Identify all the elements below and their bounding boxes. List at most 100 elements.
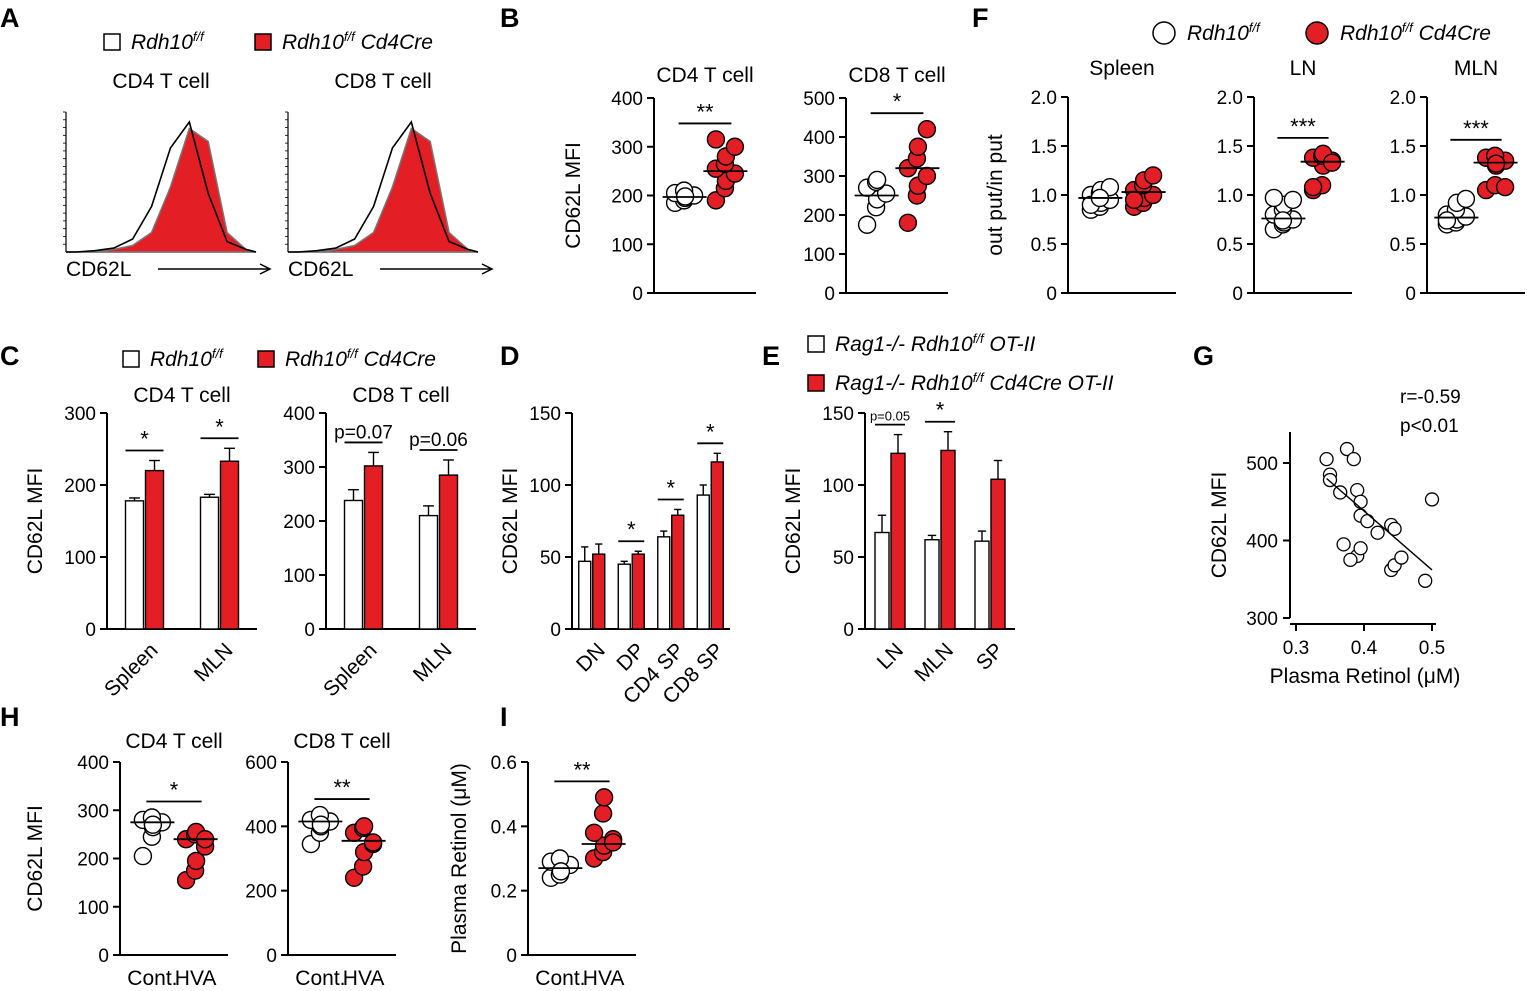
panel-b-cd4-sig-label: ** — [696, 99, 714, 124]
panel-c-cd8-sig-label: p=0.06 — [409, 430, 468, 451]
panel-f-ln-title: LN — [1290, 57, 1317, 80]
panel-b-cd4-y-tick-label: 0 — [632, 284, 643, 305]
panel-h-cd8-y-tick-label: 0 — [266, 946, 277, 967]
legend-a-wt-label-part: f/f — [193, 29, 205, 44]
panel-c-cd8-bar — [418, 514, 439, 630]
legend-f-ko-label-part: Cd4Cre — [1413, 22, 1491, 45]
panel-h-cd4-y-tick-label: 300 — [77, 801, 109, 822]
panel-d-bar — [671, 514, 685, 630]
panel-c-cd4-x-tick-label: MLN — [190, 639, 238, 687]
panel-g-fit-line — [1326, 477, 1433, 571]
legend-f-wt-swatch — [1152, 21, 1176, 45]
panel-h-cd8-sig-label: ** — [333, 775, 351, 800]
panel-h-cd4-y-tick-label: 200 — [77, 850, 109, 871]
panel-i-x-tick-label: Cont. — [535, 967, 585, 990]
panel-h-cd8-y-tick-label: 200 — [245, 882, 277, 903]
panel-e-bar — [874, 531, 890, 630]
panel-label-I: I — [500, 702, 508, 732]
panel-e-sig-label: p=0.05 — [870, 409, 910, 424]
panel-a-cd8-series-wt — [288, 120, 479, 253]
panel-c-cd4-y-tick-label: 300 — [64, 404, 96, 425]
legend-c-ko-swatch — [257, 350, 275, 368]
panel-g-x-label: Plasma Retinol (μM) — [1270, 665, 1461, 688]
legend-e-wt-swatch — [807, 335, 825, 353]
panel-label-B: B — [500, 3, 520, 33]
legend-e-wt-label-part: OT-II — [984, 333, 1036, 356]
panel-f-spleen: 0 0.5 1.0 1.5 2.0 Spleen out put/in put — [984, 57, 1176, 305]
panel-f-ln-y-tick-label: 1.5 — [1217, 137, 1243, 158]
legend-e-ko-label: Rag1-/- Rdh10f/f Cd4Cre OT-II — [835, 370, 1114, 395]
panel-label-G: G — [1193, 341, 1214, 371]
panel-c-cd4-bar — [219, 460, 240, 630]
panel-e-bar — [990, 478, 1006, 630]
panel-a-cd8-title: CD8 T cell — [334, 70, 431, 93]
legend-a-ko-label-part: Cd4Cre — [355, 31, 433, 54]
panel-c-cd8-bar — [438, 474, 459, 630]
panel-e-bar — [940, 449, 956, 630]
panel-h-cd8-y-tick-label: 600 — [245, 753, 277, 774]
panel-d-y-tick-label: 0 — [550, 620, 561, 641]
panel-label-A: A — [0, 3, 20, 33]
panel-f-spleen-y-tick-label: 2.0 — [1031, 88, 1057, 109]
panel-i-y-label: Plasma Retinol (μM) — [448, 763, 471, 954]
panel-label-E: E — [762, 341, 780, 371]
panel-c-cd4-x-tick-label: Spleen — [100, 639, 163, 702]
panel-f-mln-y-tick-label: 1.5 — [1390, 137, 1416, 158]
panel-h-cd4-title: CD4 T cell — [125, 730, 222, 753]
legend-e-ko-label-part: Cd4Cre OT-II — [984, 372, 1114, 395]
legend-c-ko-label-part: Rdh10 — [285, 348, 347, 371]
panel-f-mln-title: MLN — [1454, 57, 1498, 80]
panel-label-F: F — [972, 3, 989, 33]
panel-f-ln-point — [1283, 190, 1303, 210]
legend-f-ko-label-part: Rdh10 — [1340, 22, 1402, 45]
legend-e-ko-label-part: f/f — [973, 370, 985, 385]
panel-e-y-tick-label: 0 — [843, 620, 854, 641]
panel-i-y-tick-label: 0 — [506, 946, 517, 967]
panel-c-cd8-y-tick-label: 400 — [283, 404, 315, 425]
panel-i-point — [603, 833, 623, 852]
panel-c-cd8-bar — [343, 499, 364, 630]
panel-g-point — [1418, 573, 1433, 588]
panel-d-y-tick-label: 50 — [540, 548, 561, 569]
panel-f-ln-sig-label: *** — [1290, 114, 1316, 139]
panel-d-x-tick-label: DN — [572, 639, 610, 677]
panel-b-cd4-y-tick-label: 100 — [611, 235, 643, 256]
panel-f-mln-point — [1486, 154, 1506, 173]
panel-f-mln-y-tick-label: 0.5 — [1390, 235, 1416, 256]
panel-e-y-tick-label: 150 — [822, 404, 854, 425]
panel-f-spleen-y-label: out put/in put — [984, 134, 1007, 256]
panel-f-ln-point — [1303, 177, 1323, 197]
panel-e-y-tick-label: 50 — [833, 548, 854, 569]
panel-a-cd4: CD4 T cell CD62L — [63, 70, 272, 281]
legend-f-ko-label: Rdh10f/f Cd4Cre — [1340, 20, 1491, 45]
panel-g-point — [1424, 492, 1440, 507]
panel-c-cd8-y-tick-label: 0 — [304, 620, 315, 641]
panel-e-bar — [924, 539, 940, 630]
panel-label-H: H — [0, 702, 20, 732]
panel-e-x-tick-label: SP — [972, 639, 1008, 675]
legend-a-ko-label: Rdh10f/f Cd4Cre — [282, 29, 433, 54]
legend-e-ko: Rag1-/- Rdh10f/f Cd4Cre OT-II — [807, 370, 1114, 395]
panel-h-cd8-point — [363, 833, 383, 852]
panel-b-cd8-sig-label: * — [893, 89, 902, 114]
panel-g-point — [1343, 552, 1358, 568]
legend-f-ko: Rdh10f/f Cd4Cre — [1305, 20, 1491, 45]
panel-f-spleen-title: Spleen — [1089, 57, 1154, 80]
legend-a-wt-swatch — [103, 33, 121, 51]
panel-f-ln-point — [1273, 211, 1293, 230]
panel-h-cd4-point — [186, 851, 206, 871]
panel-a-cd4-title: CD4 T cell — [112, 70, 209, 93]
legend-a-ko-swatch — [254, 33, 272, 51]
legend-c-ko-label-part: Cd4Cre — [358, 348, 436, 371]
legend-f-wt-label-part: f/f — [1249, 20, 1261, 35]
panel-h-cd4-point — [143, 815, 163, 834]
panel-g-y-label: CD62L MFI — [1208, 472, 1231, 579]
panel-d-y-tick-label: 150 — [529, 404, 561, 425]
legend-f-wt-label: Rdh10f/f — [1187, 20, 1261, 45]
legend-a-ko: Rdh10f/f Cd4Cre — [254, 29, 433, 54]
panel-b-cd4-point — [725, 137, 745, 156]
panel-b-cd8-y-tick-label: 100 — [803, 245, 835, 266]
panel-g-point — [1353, 494, 1368, 509]
